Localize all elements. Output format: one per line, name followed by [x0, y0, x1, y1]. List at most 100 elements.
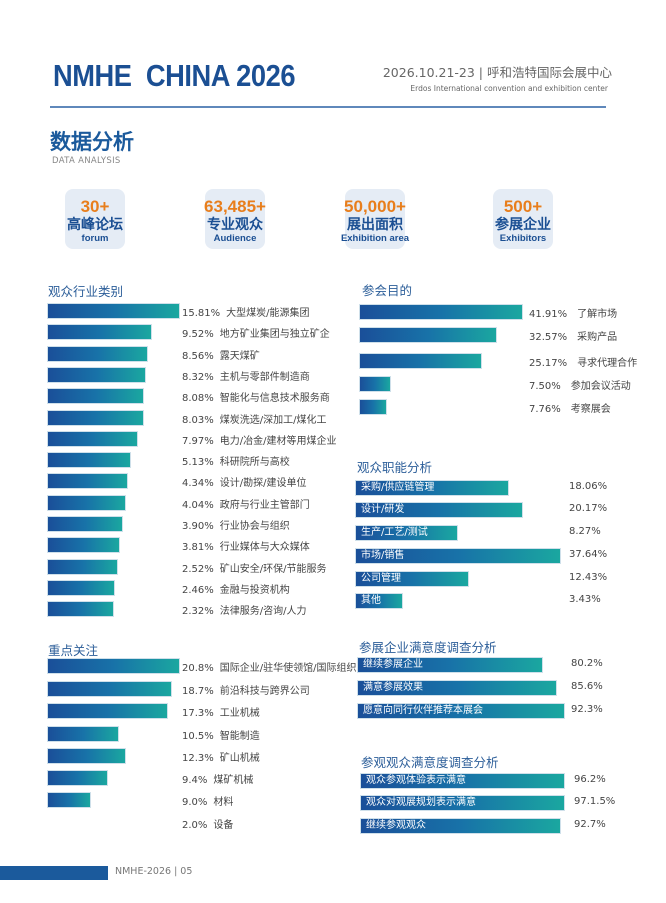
bar-value: 12.3%: [182, 753, 214, 764]
exhibitor-satisfaction-bar: 继续参展企业: [358, 658, 542, 672]
bar-value: 2.32%: [182, 606, 214, 618]
focus-row-text: 20.8% 国际企业/驻华使领馆/国际组织: [182, 659, 357, 674]
bar-value: 9.52%: [182, 329, 214, 341]
bar-value: 4.04%: [182, 499, 214, 511]
stat-label: 专业观众: [207, 217, 263, 233]
footer-text: NMHE-2026 | 05: [115, 866, 193, 877]
bar-label: 设计/研发: [361, 504, 405, 515]
bar-label: 市场/销售: [361, 550, 405, 561]
industry-bar: [48, 580, 114, 595]
industry-row-text: 8.08% 智能化与信息技术服务商: [182, 389, 330, 404]
date-venue: 2026.10.21-23 | 呼和浩特国际会展中心: [382, 65, 612, 80]
bar-label: 设备: [213, 820, 234, 831]
industry-bar: [48, 602, 113, 617]
industry-bar: [48, 453, 130, 468]
bar-value: 18.7%: [182, 686, 214, 697]
stat-3: 500+ 参展企业 Exhibitors: [463, 189, 583, 249]
bar-label: 主机与零部件制造商: [219, 371, 310, 383]
bar-value: 10.5%: [182, 731, 214, 742]
industry-row-text: 15.81% 大型煤炭/能源集团: [182, 304, 310, 319]
bar-label: 煤炭洗选/深加工/煤化工: [219, 414, 327, 426]
bar-value: 92.3%: [571, 704, 603, 715]
bar-label: 愿意向同行伙伴推荐本展会: [363, 705, 483, 716]
bar-value: 12.43%: [569, 572, 608, 583]
footer-bar: [0, 866, 108, 880]
industry-bar: [48, 304, 179, 318]
exhibitor-satisfaction-bar: 愿意向同行伙伴推荐本展会: [358, 704, 564, 718]
bar-value: 96.2%: [574, 774, 606, 785]
industry-row-text: 4.34% 设计/勘探/建设单位: [182, 474, 307, 489]
visitor-satisfaction-row-text: 92.7%: [574, 819, 606, 830]
roles-bar: 设计/研发: [356, 503, 522, 517]
industry-row-text: 3.90% 行业协会与组织: [182, 517, 290, 532]
bar-label: 电力/冶金/建材等用煤企业: [219, 435, 337, 447]
industry-row-text: 5.13% 科研院所与高校: [182, 453, 290, 468]
bar-value: 32.57%: [529, 332, 568, 343]
bar-value: 25.17%: [529, 358, 568, 369]
focus-bar: [48, 749, 125, 763]
industry-bar: [48, 346, 147, 361]
purpose-bar: [360, 377, 390, 391]
bar-value: 2.0%: [182, 820, 208, 831]
industry-bar: [48, 559, 117, 574]
bar-label: 科研院所与高校: [219, 457, 290, 469]
industry-row-text: 8.32% 主机与零部件制造商: [182, 368, 310, 383]
visitor-satisfaction-row-text: 96.2%: [574, 774, 606, 785]
roles-row-text: 18.06%: [569, 481, 607, 492]
focus-row-text: 2.0% 设备: [182, 816, 233, 831]
bar-value: 9.4%: [182, 775, 208, 786]
stat-2: 50,000+ 展出面积 Exhibition area: [315, 189, 435, 249]
roles-bar: 其他: [356, 594, 402, 608]
industry-row-text: 4.04% 政府与行业主管部门: [182, 496, 310, 511]
stat-label-en: forum: [81, 233, 109, 244]
bar-label: 露天煤矿: [219, 350, 260, 362]
industry-bar: [48, 431, 137, 446]
focus-bar: [48, 659, 179, 673]
purpose-row-text: 7.50% 参加会议活动: [529, 377, 631, 392]
bar-value: 20.17%: [569, 503, 608, 514]
roles-bar: 采购/供应链管理: [356, 481, 508, 495]
stat-value: 63,485+: [204, 197, 266, 216]
bar-label: 参加会议活动: [570, 381, 631, 392]
bar-label: 煤矿机械: [213, 775, 254, 786]
industry-bar: [48, 389, 143, 404]
industry-bar: [48, 538, 119, 553]
bar-label: 行业媒体与大众媒体: [219, 542, 310, 554]
bar-label: 国际企业/驻华使领馆/国际组织: [219, 663, 357, 674]
industry-bar: [48, 325, 151, 340]
purpose-title: 参会目的: [362, 283, 413, 298]
visitor-satisfaction-bar: 观众参观体验表示满意: [361, 774, 564, 788]
bar-value: 7.97%: [182, 435, 214, 447]
bar-label: 矿山安全/环保/节能服务: [219, 563, 327, 575]
industry-bar: [48, 410, 143, 425]
floor-area-icon: [345, 189, 405, 249]
industry-bar: [48, 367, 145, 382]
industry-row-text: 7.97% 电力/冶金/建材等用煤企业: [182, 432, 337, 447]
bar-value: 37.64%: [569, 549, 608, 560]
bar-value: 2.46%: [182, 584, 214, 596]
exhibitor-satisfaction-title: 参展企业满意度调查分析: [359, 640, 497, 655]
focus-bar: [48, 727, 118, 741]
section-subtitle: DATA ANALYSIS: [52, 156, 121, 166]
bar-value: 15.81%: [182, 308, 221, 319]
bar-value: 9.0%: [182, 797, 208, 808]
roles-row-text: 37.64%: [569, 549, 607, 560]
purpose-row-text: 32.57% 采购产品: [529, 328, 617, 343]
roles-row-text: 8.27%: [569, 526, 601, 537]
bar-value: 5.13%: [182, 457, 214, 469]
industry-row-text: 2.52% 矿山安全/环保/节能服务: [182, 560, 327, 575]
industry-row-text: 8.56% 露天煤矿: [182, 347, 260, 362]
bar-label: 前沿科技与跨界公司: [219, 686, 310, 697]
focus-row-text: 17.3% 工业机械: [182, 704, 260, 719]
focus-row-text: 12.3% 矿山机械: [182, 749, 260, 764]
bar-value: 2.52%: [182, 563, 214, 575]
bar-value: 80.2%: [571, 658, 603, 669]
visitor-satisfaction-title: 参观观众满意度调查分析: [361, 755, 499, 770]
industry-title: 观众行业类别: [48, 284, 124, 299]
exhibitor-satisfaction-bar: 满意参展效果: [358, 681, 556, 695]
bar-label: 智能制造: [219, 731, 260, 742]
purpose-bar: [360, 354, 481, 368]
exhibitor-satisfaction-row-text: 92.3%: [571, 704, 603, 715]
roles-row-text: 20.17%: [569, 503, 607, 514]
bar-value: 3.90%: [182, 521, 214, 532]
